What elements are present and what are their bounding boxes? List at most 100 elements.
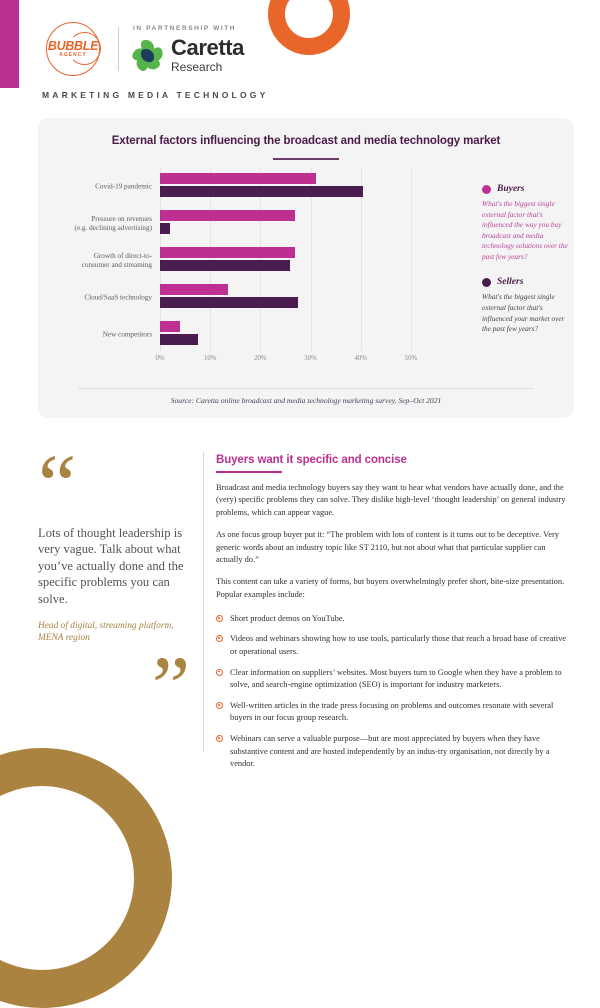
bullet-dot-icon bbox=[216, 668, 223, 676]
category-label: Growth of direct-to-consumer and streami… bbox=[81, 252, 152, 269]
chart-bar-rows: Covid-19 pandemic Pressure on revenues (e.… bbox=[56, 168, 436, 351]
legend-dot-icon bbox=[482, 184, 491, 194]
x-tick-label: 20% bbox=[254, 355, 267, 362]
column-divider bbox=[203, 452, 204, 752]
legend-group-sellers: Sellers What's the biggest single externa… bbox=[482, 277, 568, 334]
bar-group bbox=[160, 321, 436, 345]
article-paragraph: As one focus group buyer put it: “The pr… bbox=[216, 529, 559, 565]
bullet-text: Well-written articles in the trade press… bbox=[230, 700, 554, 723]
partner-row: Caretta Research bbox=[131, 35, 245, 74]
bar-sellers bbox=[160, 297, 298, 308]
quote-close-wrap: ” bbox=[38, 643, 196, 729]
source-divider bbox=[78, 388, 534, 389]
chart-plot-area: Covid-19 pandemic Pressure on revenues (e.… bbox=[56, 168, 436, 383]
gridline-0% bbox=[160, 168, 161, 351]
bullet-text: Videos and webinars showing how to use t… bbox=[230, 634, 567, 656]
legend-label: Buyers bbox=[497, 184, 525, 194]
legend-group-buyers: Buyers What's the biggest single external… bbox=[482, 184, 568, 262]
legend-head: Buyers bbox=[482, 184, 568, 194]
caretta-wordmark: Caretta Research bbox=[171, 35, 245, 74]
bullet-dot-icon bbox=[216, 614, 223, 622]
category-label: Covid-19 pandemic bbox=[95, 182, 152, 191]
article-column: Buyers want it specific and concise Broa… bbox=[216, 454, 574, 779]
chart-row: Covid-19 pandemic bbox=[56, 170, 436, 204]
bubble-logo-text: BUBBLE AGENCY bbox=[47, 38, 99, 59]
partner-block: IN PARTNERSHIP WITH Caretta Research bbox=[131, 25, 245, 74]
bar-buyers bbox=[160, 173, 316, 184]
article-heading: Buyers want it specific and concise bbox=[216, 454, 407, 466]
bullet-dot-icon bbox=[216, 701, 223, 709]
article-paragraph: This content can take a variety of forms… bbox=[216, 577, 565, 599]
bar-sellers bbox=[160, 334, 198, 345]
bubble-ring-inner-icon bbox=[68, 32, 101, 65]
bubble-agency-logo: BUBBLE AGENCY bbox=[42, 20, 104, 78]
chart-title-rule bbox=[273, 158, 339, 160]
gridline-40% bbox=[360, 168, 362, 351]
article-paragraphs: Broadcast and media technology buyers sa… bbox=[216, 482, 574, 602]
bullet-item: Short product demos on YouTube. bbox=[216, 613, 574, 626]
bar-sellers bbox=[160, 260, 291, 271]
bullet-dot-icon bbox=[216, 734, 223, 742]
chart-row: Pressure on revenues (e.g. declining adve… bbox=[56, 207, 436, 241]
bubble-logo-word: BUBBLE bbox=[47, 38, 99, 53]
chart-legend: Buyers What's the biggest single external… bbox=[482, 184, 568, 350]
bar-group bbox=[160, 284, 436, 308]
bullet-item: Well-written articles in the trade press… bbox=[216, 700, 574, 725]
gridline-20% bbox=[260, 168, 262, 351]
x-tick-label: 40% bbox=[354, 355, 367, 362]
chart-row: New competitors bbox=[56, 318, 436, 352]
legend-question: What's the biggest single external facto… bbox=[482, 199, 568, 261]
category-label: New competitors bbox=[102, 330, 152, 339]
chart-card: External factors influencing the broadca… bbox=[38, 118, 574, 418]
caretta-name-line1: Caretta bbox=[171, 35, 245, 60]
bar-group bbox=[160, 173, 436, 197]
article-paragraph: Broadcast and media technology buyers sa… bbox=[216, 482, 566, 518]
chart-source: Source: Caretta online broadcast and med… bbox=[170, 396, 442, 405]
bar-buyers bbox=[160, 210, 296, 221]
chart-x-axis: 0% 10% 20% 30% 40% 50% bbox=[155, 355, 436, 375]
x-tick-label: 30% bbox=[304, 355, 317, 362]
bullet-dot-icon bbox=[216, 635, 223, 643]
logo-divider bbox=[118, 27, 119, 71]
legend-question: What's the biggest single external facto… bbox=[482, 292, 565, 334]
bar-sellers bbox=[160, 223, 171, 234]
legend-dot-icon bbox=[482, 277, 491, 287]
quote-close-mark-icon: ” bbox=[151, 637, 190, 734]
decorative-magenta-bar bbox=[0, 0, 19, 88]
page-header: BUBBLE AGENCY IN PARTNERSHIP WITH Carett… bbox=[0, 0, 600, 108]
chart-title: External factors influencing the broadca… bbox=[111, 135, 501, 147]
bullet-item: Videos and webinars showing how to use t… bbox=[216, 633, 574, 658]
partnership-kicker: IN PARTNERSHIP WITH bbox=[133, 25, 237, 32]
bar-buyers bbox=[160, 321, 181, 332]
bullet-text: Clear information on suppliers’ websites… bbox=[230, 667, 562, 690]
bar-group bbox=[160, 247, 436, 271]
chart-gridlines bbox=[56, 168, 436, 383]
article-bullet-list: Short product demos on YouTube. Videos an… bbox=[216, 613, 574, 771]
legend-head: Sellers bbox=[482, 277, 568, 287]
quote-text: Lots of thought leadership is very vague… bbox=[38, 525, 184, 606]
gridline-50% bbox=[410, 168, 412, 351]
caretta-name-line2: Research bbox=[171, 60, 223, 74]
caretta-flower-icon bbox=[131, 40, 165, 73]
logo-row: BUBBLE AGENCY IN PARTNERSHIP WITH Carett… bbox=[42, 20, 244, 78]
category-label: Cloud/SaaS technology bbox=[84, 293, 152, 302]
header-tagline: MARKETING MEDIA TECHNOLOGY bbox=[42, 90, 269, 100]
bar-group bbox=[160, 210, 436, 234]
pull-quote: “ Lots of thought leadership is very vag… bbox=[38, 436, 196, 729]
article-heading-rule bbox=[216, 471, 282, 473]
x-tick-label: 50% bbox=[404, 355, 418, 362]
legend-label: Sellers bbox=[497, 277, 524, 288]
quote-open-mark-icon: “ bbox=[38, 436, 77, 532]
category-label: Pressure on revenues (e.g. declining adve… bbox=[74, 215, 152, 232]
bar-buyers bbox=[160, 284, 228, 295]
x-tick-label: 0% bbox=[155, 355, 165, 362]
chart-row: Growth of direct-to-consumer and streami… bbox=[56, 244, 436, 278]
bubble-logo-sub: AGENCY bbox=[59, 52, 87, 59]
chart-row: Cloud/SaaS technology bbox=[56, 281, 436, 315]
gridline-10% bbox=[210, 168, 212, 351]
bullet-item: Clear information on suppliers’ websites… bbox=[216, 667, 574, 692]
gridline-30% bbox=[310, 168, 312, 351]
bullet-item: Webinars can serve a valuable purpose—bu… bbox=[216, 733, 574, 771]
bar-buyers bbox=[160, 247, 296, 258]
x-tick-label: 10% bbox=[203, 355, 217, 362]
